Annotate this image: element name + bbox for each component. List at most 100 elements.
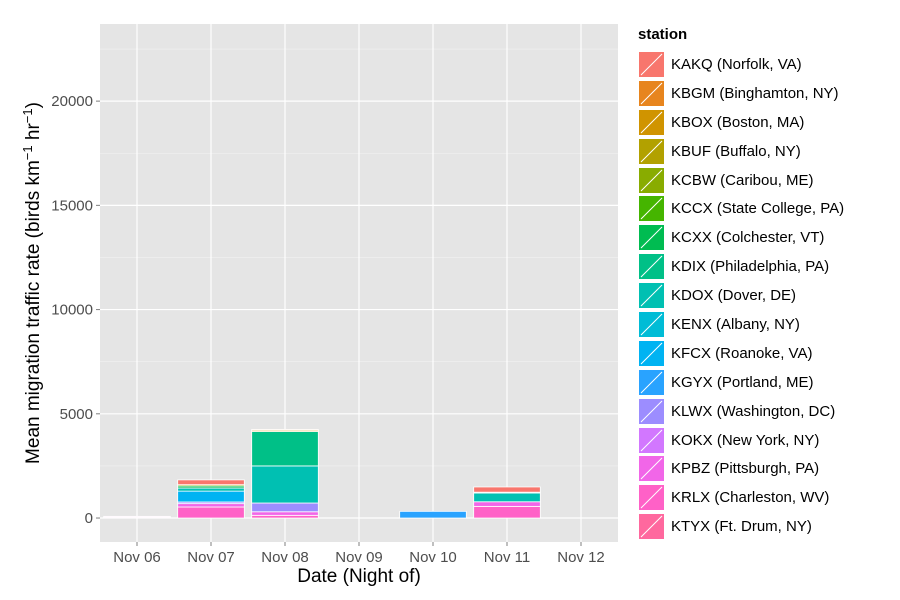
legend-key-swatch: [638, 50, 665, 78]
bar-segment: [251, 514, 319, 519]
legend-key-slash: [640, 198, 663, 220]
legend-key-slash-line: [640, 429, 663, 451]
legend-key-swatch: [638, 166, 665, 194]
x-axis: Nov 06 Nov 07 Nov 08 Nov 09 Nov 10 Nov 11 Nov …: [113, 542, 605, 566]
legend-key-slash-line: [640, 255, 663, 278]
bar-segment: [473, 505, 541, 519]
legend-label: KCCX (State College, PA): [671, 200, 845, 218]
legend-label: KOKX (New York, NY): [671, 431, 820, 449]
legend-item: KDIX (Philadelphia, PA): [638, 252, 844, 281]
legend-label: KDIX (Philadelphia, PA): [671, 258, 830, 276]
legend-key-slash: [640, 429, 663, 451]
legend-label: KBGM (Binghamton, NY): [671, 84, 839, 102]
x-tick-label: Nov 10: [409, 549, 457, 566]
legend-item: KBUF (Buffalo, NY): [638, 137, 844, 166]
legend-label: KFCX (Roanoke, VA): [671, 344, 813, 362]
legend-key-slash: [640, 169, 663, 191]
legend-item: KCBW (Caribou, ME): [638, 166, 844, 195]
legend-item: KDOX (Dover, DE): [638, 281, 844, 310]
legend-key-slash: [640, 486, 663, 509]
legend-label: KBUF (Buffalo, NY): [671, 142, 801, 160]
legend-key-swatch: [638, 455, 665, 483]
legend-key-slash-line: [640, 111, 663, 134]
legend-label: KGYX (Portland, ME): [671, 373, 814, 391]
x-tick-label: Nov 09: [335, 549, 383, 566]
legend-label: KRLX (Charleston, WV): [671, 489, 830, 507]
legend-label: KCXX (Colchester, VT): [671, 229, 825, 247]
legend-label: KDOX (Dover, DE): [671, 287, 797, 305]
bar-segment: [177, 503, 245, 508]
bar-stack-layer: [103, 429, 541, 519]
legend-key-slash-line: [640, 458, 663, 480]
legend-key-swatch: [638, 137, 665, 165]
legend-key-swatch: [638, 195, 665, 223]
bar-segment: [251, 465, 319, 504]
bar-segment: [177, 506, 245, 519]
y-axis-title-part: hr: [23, 123, 44, 146]
legend-key-slash: [640, 342, 663, 365]
legend-key-slash: [640, 284, 663, 307]
legend-item: KGYX (Portland, ME): [638, 368, 844, 397]
legend-key-slash-line: [640, 486, 663, 509]
legend: station KAKQ (Norfolk, VA) KBGM (Binghamt…: [638, 26, 844, 541]
legend-key-slash-line: [640, 284, 663, 307]
bar-segment: [473, 501, 541, 507]
legend-item: KPBZ (Pittsburgh, PA): [638, 454, 844, 483]
y-tick-label: 5000: [60, 406, 93, 423]
legend-item: KBOX (Boston, MA): [638, 108, 844, 137]
legend-key-slash: [640, 53, 663, 76]
legend-key-swatch: [638, 513, 665, 541]
legend-label: KLWX (Washington, DC): [671, 402, 836, 420]
legend-key-slash-line: [640, 140, 663, 162]
legend-label: KPBZ (Pittsburgh, PA): [671, 460, 820, 478]
legend-key-slash: [640, 458, 663, 480]
legend-key-swatch: [638, 224, 665, 252]
legend-key-swatch: [638, 368, 665, 396]
x-tick-label: Nov 11: [484, 549, 530, 566]
legend-key-slash: [640, 371, 663, 394]
legend-key-slash: [640, 226, 663, 249]
legend-items: KAKQ (Norfolk, VA) KBGM (Binghamton, NY) K…: [638, 50, 844, 541]
bar-segment: [251, 429, 319, 431]
x-tick-label: Nov 08: [261, 549, 309, 566]
legend-key-slash-line: [640, 313, 663, 336]
legend-label: KTYX (Ft. Drum, NY): [671, 518, 812, 536]
y-axis-title: Mean migration traffic rate (birds km−1 …: [20, 102, 44, 464]
legend-key-slash-line: [640, 226, 663, 249]
legend-key-slash: [640, 515, 663, 538]
y-axis-title-superscript: −1: [20, 145, 35, 160]
y-axis-title-superscript: −1: [20, 108, 35, 123]
legend-item: KAKQ (Norfolk, VA): [638, 50, 844, 79]
y-axis-title-part: Mean migration traffic rate (birds km: [23, 160, 44, 464]
legend-key-swatch: [638, 253, 665, 281]
legend-item: KTYX (Ft. Drum, NY): [638, 512, 844, 541]
bar-segment: [473, 486, 541, 493]
legend-item: KLWX (Washington, DC): [638, 397, 844, 426]
legend-key-slash: [640, 140, 663, 162]
bar-segment: [177, 487, 245, 492]
legend-key-swatch: [638, 484, 665, 512]
y-tick-label: 15000: [51, 197, 93, 214]
legend-item: KCXX (Colchester, VT): [638, 223, 844, 252]
legend-key-slash-line: [640, 198, 663, 220]
legend-item: KENX (Albany, NY): [638, 310, 844, 339]
legend-key-slash: [640, 400, 663, 422]
bar-segment: [103, 515, 171, 518]
legend-key-slash-line: [640, 342, 663, 365]
legend-item: KOKX (New York, NY): [638, 426, 844, 455]
legend-item: KFCX (Roanoke, VA): [638, 339, 844, 368]
x-tick-label: Nov 07: [187, 549, 235, 566]
legend-item: KBGM (Binghamton, NY): [638, 79, 844, 108]
y-axis-title-part: ): [23, 102, 44, 108]
legend-key-slash-line: [640, 53, 663, 76]
legend-label: KENX (Albany, NY): [671, 315, 800, 333]
major-gridlines: [100, 24, 618, 542]
x-axis-title: Date (Night of): [297, 566, 421, 587]
legend-key-slash: [640, 255, 663, 278]
legend-key-slash-line: [640, 400, 663, 422]
bar-segment: [177, 479, 245, 486]
legend-key-slash-line: [640, 515, 663, 538]
bar-segment: [251, 511, 319, 516]
legend-label: KAKQ (Norfolk, VA): [671, 55, 802, 73]
